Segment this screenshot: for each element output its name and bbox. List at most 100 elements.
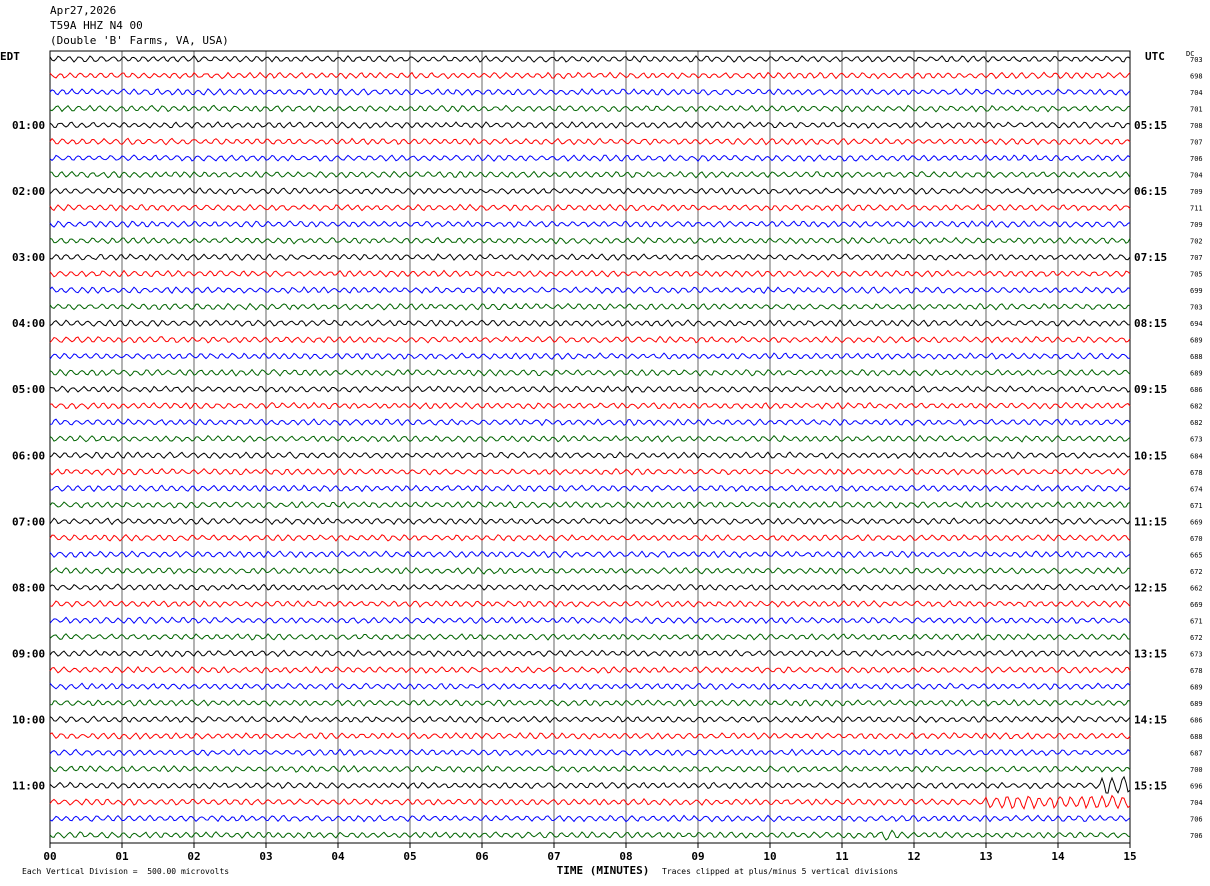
- left-timezone-label: EDT: [0, 50, 20, 63]
- x-tick-label: 11: [835, 850, 849, 863]
- dc-offset-label: 706: [1190, 815, 1203, 823]
- dc-offset-label: 704: [1190, 89, 1203, 97]
- trace-line: [49, 220, 1131, 229]
- left-hour-label: 07:00: [12, 515, 45, 528]
- dc-offset-label: 689: [1190, 700, 1203, 708]
- right-hour-label: 13:15: [1134, 647, 1167, 660]
- trace-line: [49, 829, 1131, 841]
- dc-offset-label: 707: [1190, 139, 1203, 147]
- x-tick-label: 13: [979, 850, 992, 863]
- trace-line: [49, 775, 1131, 794]
- x-tick-label: 06: [475, 850, 489, 863]
- dc-offset-label: 688: [1190, 353, 1203, 361]
- trace-line: [49, 253, 1131, 261]
- right-hour-label: 07:15: [1134, 251, 1167, 264]
- trace-line: [49, 104, 1131, 113]
- trace-line: [49, 236, 1131, 245]
- dc-offset-label: 673: [1190, 650, 1203, 658]
- dc-offset-label: 696: [1190, 782, 1203, 790]
- clip-note: Traces clipped at plus/minus 5 vertical …: [662, 867, 899, 876]
- trace-line: [49, 451, 1131, 460]
- trace-line: [49, 748, 1131, 757]
- left-hour-label: 09:00: [12, 647, 45, 660]
- trace-line: [49, 616, 1131, 625]
- dc-offset-label: 694: [1190, 320, 1203, 328]
- dc-offset-label: 662: [1190, 584, 1203, 592]
- trace-line: [49, 203, 1131, 212]
- dc-offset-label: 687: [1190, 749, 1203, 757]
- dc-offset-label: 699: [1190, 287, 1203, 295]
- dc-offset-label: 708: [1190, 122, 1203, 130]
- dc-offset-label: 706: [1190, 832, 1203, 840]
- trace-line: [49, 187, 1131, 196]
- dc-offset-label: 688: [1190, 733, 1203, 741]
- x-tick-label: 05: [403, 850, 416, 863]
- dc-offset-label: 709: [1190, 188, 1203, 196]
- trace-line: [49, 649, 1131, 658]
- trace-line: [49, 88, 1131, 96]
- dc-offset-label: 689: [1190, 370, 1203, 378]
- dc-offset-label: 674: [1190, 485, 1203, 493]
- dc-offset-label: 678: [1190, 667, 1203, 675]
- trace-line: [49, 550, 1131, 559]
- trace-line: [49, 732, 1131, 740]
- dc-header-label: DC: [1186, 50, 1195, 58]
- trace-line: [49, 583, 1131, 592]
- trace-line: [49, 385, 1131, 394]
- dc-offset-label: 672: [1190, 568, 1203, 576]
- trace-line: [49, 599, 1131, 608]
- dc-offset-label: 673: [1190, 436, 1203, 444]
- dc-offset-label: 689: [1190, 337, 1203, 345]
- trace-line: [49, 814, 1131, 823]
- right-hour-label: 08:15: [1134, 317, 1167, 330]
- x-tick-label: 08: [619, 850, 632, 863]
- trace-line: [49, 269, 1131, 278]
- trace-line: [49, 500, 1131, 509]
- header-station: T59A HHZ N4 00: [50, 19, 143, 32]
- left-hour-label: 04:00: [12, 317, 45, 330]
- dc-offset-label: 669: [1190, 518, 1203, 526]
- trace-line: [49, 682, 1131, 691]
- x-tick-label: 01: [115, 850, 129, 863]
- dc-offset-label: 686: [1190, 716, 1203, 724]
- dc-offset-label: 711: [1190, 205, 1203, 213]
- right-hour-label: 10:15: [1134, 449, 1167, 462]
- x-tick-label: 10: [763, 850, 776, 863]
- right-hour-label: 11:15: [1134, 515, 1167, 528]
- trace-line: [49, 566, 1131, 575]
- right-hour-label: 14:15: [1134, 713, 1167, 726]
- trace-line: [49, 121, 1131, 129]
- left-hour-label: 10:00: [12, 713, 45, 726]
- trace-line: [49, 533, 1131, 542]
- header-date: Apr27,2026: [50, 4, 117, 17]
- right-hour-label: 05:15: [1134, 119, 1167, 132]
- right-hour-label: 15:15: [1134, 779, 1167, 792]
- dc-offset-label: 705: [1190, 271, 1203, 279]
- dc-offset-label: 670: [1190, 535, 1203, 543]
- trace-line: [49, 764, 1131, 773]
- x-tick-label: 12: [907, 850, 920, 863]
- trace-line: [49, 368, 1131, 377]
- trace-line: [49, 633, 1131, 641]
- left-hour-label: 06:00: [12, 449, 45, 462]
- right-hour-label: 06:15: [1134, 185, 1167, 198]
- x-tick-label: 03: [259, 850, 272, 863]
- dc-offset-label: 704: [1190, 172, 1203, 180]
- dc-offset-label: 709: [1190, 221, 1203, 229]
- dc-offset-label: 665: [1190, 551, 1203, 559]
- dc-offset-label: 706: [1190, 155, 1203, 163]
- dc-offset-label: 671: [1190, 502, 1203, 510]
- left-hour-label: 03:00: [12, 251, 45, 264]
- x-tick-label: 04: [331, 850, 345, 863]
- trace-line: [49, 401, 1131, 410]
- dc-offset-label: 689: [1190, 683, 1203, 691]
- dc-offset-label: 684: [1190, 452, 1203, 460]
- x-tick-label: 07: [547, 850, 560, 863]
- trace-line: [49, 665, 1131, 674]
- trace-line: [49, 418, 1131, 427]
- trace-line: [49, 794, 1131, 810]
- trace-line: [49, 302, 1131, 311]
- left-hour-label: 05:00: [12, 383, 45, 396]
- x-tick-label: 00: [43, 850, 56, 863]
- dc-offset-label: 686: [1190, 386, 1203, 394]
